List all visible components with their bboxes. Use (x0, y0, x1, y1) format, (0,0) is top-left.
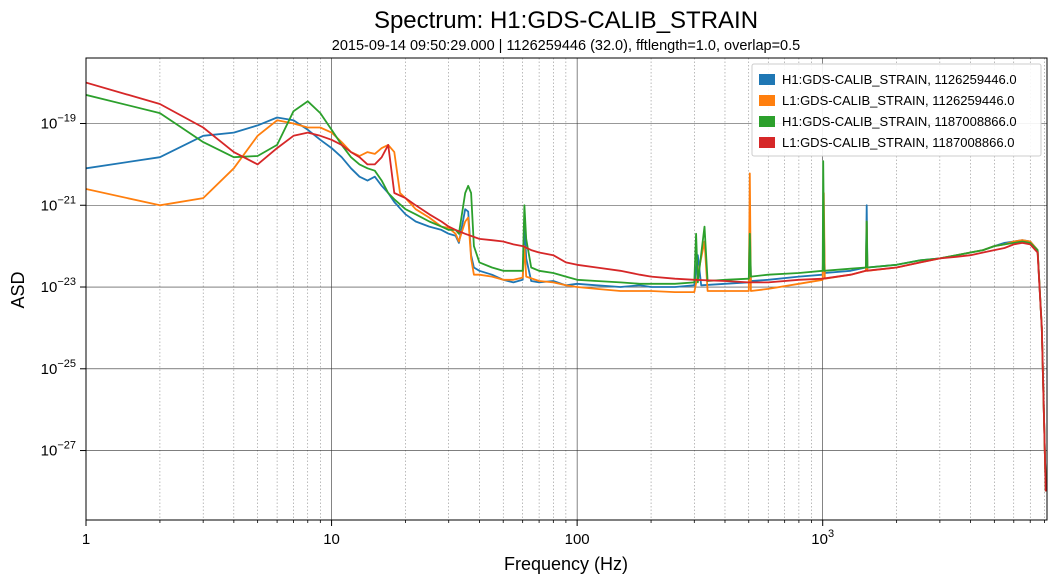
series-line-2 (86, 119, 1047, 492)
series-line-3 (86, 94, 1047, 492)
legend-swatch (759, 95, 775, 106)
chart-subtitle: 2015-09-14 09:50:29.000 | 1126259446 (32… (332, 38, 800, 54)
y-tick-label: 10−19 (41, 112, 76, 132)
y-tick-label: 10−25 (41, 358, 76, 378)
y-tick-label: 10−23 (41, 276, 76, 296)
legend-swatch (759, 116, 775, 127)
x-axis-ticks: 1 10 100 103 (82, 520, 1045, 548)
legend-box (751, 63, 1042, 157)
legend: H1:GDS-CALIB_STRAIN, 1126259446.0 L1:GDS-… (751, 63, 1042, 157)
legend-swatch (759, 74, 775, 85)
y-tick-label: 10−21 (41, 194, 76, 214)
legend-entry: H1:GDS-CALIB_STRAIN, 1187008866.0 (782, 114, 1017, 129)
x-tick-label: 10 (323, 531, 340, 548)
x-tick-label: 100 (565, 531, 590, 548)
plot-frame (85, 57, 1048, 521)
legend-entry: H1:GDS-CALIB_STRAIN, 1126259446.0 (782, 72, 1017, 87)
y-axis-ticks: 10−19 10−21 10−23 10−25 10−27 (41, 112, 86, 460)
x-tick-label: 1 (82, 531, 90, 548)
y-tick-label: 10−27 (41, 440, 76, 460)
legend-entry: L1:GDS-CALIB_STRAIN, 1126259446.0 (782, 93, 1014, 108)
x-axis-label: Frequency (Hz) (504, 554, 628, 574)
y-axis-label: ASD (8, 271, 28, 308)
series-line-4 (86, 81, 1047, 492)
legend-swatch (759, 137, 775, 148)
series-lines (86, 81, 1047, 492)
legend-entry: L1:GDS-CALIB_STRAIN, 1187008866.0 (782, 135, 1014, 150)
x-tick-label: 103 (811, 528, 834, 548)
chart-title: Spectrum: H1:GDS-CALIB_STRAIN (374, 7, 758, 34)
